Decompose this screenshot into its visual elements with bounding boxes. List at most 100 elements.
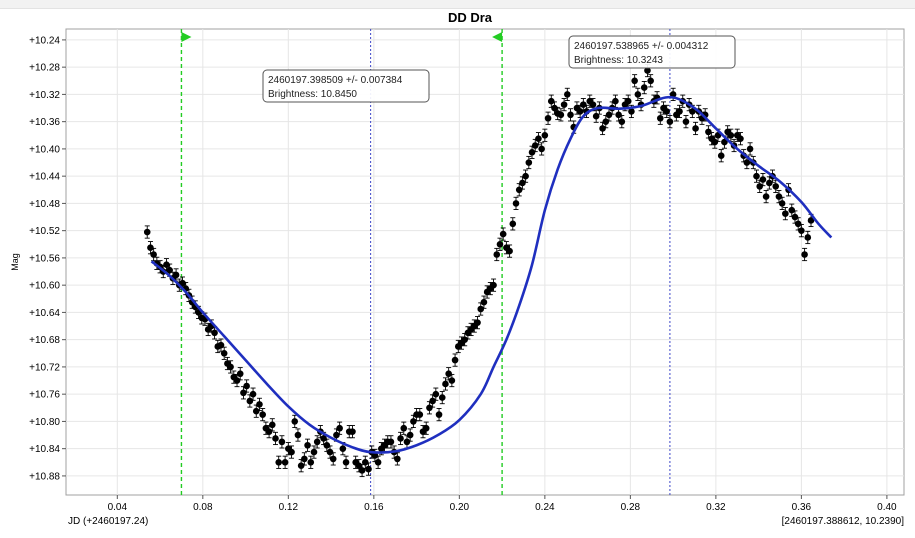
data-point [307, 458, 315, 466]
grid-lines [66, 29, 904, 495]
fit-curve-line [150, 95, 833, 454]
y-tick-label: +10.36 [29, 117, 60, 128]
data-point [615, 111, 622, 119]
data-point [599, 125, 606, 132]
data-point [756, 183, 764, 190]
data-point [538, 145, 545, 153]
data-point [602, 118, 610, 125]
x-tick-label: 0.16 [364, 502, 384, 513]
data-point [634, 91, 642, 98]
data-point [656, 114, 664, 122]
data-point [557, 111, 565, 119]
top-toolbar-strip [0, 0, 915, 9]
data-point [512, 200, 520, 207]
data-point [727, 131, 735, 139]
data-point [798, 227, 805, 234]
data-point [147, 244, 154, 251]
data-point [374, 458, 382, 466]
y-tick-label: +10.52 [29, 226, 60, 237]
data-point [743, 159, 751, 166]
data-point [240, 389, 247, 397]
data-point [663, 108, 671, 115]
data-point [759, 176, 767, 183]
data-point [281, 458, 289, 466]
data-point [310, 448, 318, 456]
data-point [804, 234, 812, 241]
data-point [705, 128, 712, 136]
x-tick-label: 0.32 [706, 502, 726, 513]
data-point [515, 186, 523, 194]
extrema-annotations: 2460197.398509 +/- 0.007384 Brightness: 1… [262, 35, 736, 103]
data-point [801, 251, 808, 258]
x-tick-label: 0.20 [450, 502, 470, 513]
data-point [541, 131, 549, 139]
data-point [422, 424, 430, 432]
y-tick-label: +10.84 [29, 444, 60, 455]
data-point [143, 228, 151, 236]
data-point [268, 421, 276, 429]
data-point [480, 298, 488, 306]
data-point [349, 428, 356, 435]
data-point [249, 390, 257, 398]
data-point [782, 210, 789, 217]
data-point [567, 111, 574, 119]
data-point [371, 452, 379, 459]
data-point [403, 438, 411, 446]
data-point [794, 220, 802, 228]
cursor-readout: [2460197.388612, 10.2390] [782, 516, 905, 527]
data-point [252, 407, 260, 415]
data-point [772, 183, 780, 190]
data-point [506, 247, 513, 255]
data-point [301, 455, 308, 463]
data-point [509, 220, 517, 228]
window-marker-flag[interactable] [181, 32, 192, 42]
x-tick-label: 0.12 [279, 502, 299, 513]
data-point [336, 424, 343, 432]
data-point [631, 77, 638, 85]
data-point [416, 411, 424, 418]
data-point [387, 438, 395, 446]
data-point [448, 377, 456, 384]
plot-area[interactable] [65, 28, 905, 496]
data-point [397, 435, 404, 442]
annotation-line1: 2460197.398509 +/- 0.007384 [268, 75, 403, 86]
data-point [477, 305, 485, 313]
data-point [435, 411, 443, 418]
data-point [644, 67, 651, 74]
data-point [564, 91, 571, 98]
data-point [778, 200, 786, 207]
data-point [647, 77, 654, 85]
data-point [320, 435, 327, 442]
data-point [737, 135, 744, 142]
y-tick-label: +10.56 [29, 253, 60, 264]
data-point [297, 462, 305, 470]
y-axis-ticks: +10.24 +10.28 +10.32 +10.36 +10.40 +10.44 +10.… [29, 35, 66, 482]
data-point [624, 97, 632, 105]
data-point [163, 261, 170, 269]
x-axis-ticks: 0.04 0.08 0.12 0.16 0.20 0.24 0.28 0.32 0.36 0.40 [108, 495, 897, 513]
data-point [689, 108, 696, 115]
data-point [326, 448, 334, 456]
data-point [243, 382, 250, 390]
data-point [365, 465, 372, 473]
data-point [451, 356, 459, 364]
data-point [445, 370, 452, 378]
data-point [807, 217, 815, 224]
data-point [313, 438, 321, 446]
data-point [172, 271, 180, 279]
data-point [394, 455, 401, 463]
y-axis-label: Mag [10, 253, 20, 271]
marker-lines [180, 29, 671, 495]
y-tick-label: +10.68 [29, 335, 60, 346]
data-point [531, 142, 539, 149]
data-point [150, 251, 157, 258]
y-tick-label: +10.24 [29, 35, 60, 46]
data-point [220, 349, 228, 357]
data-point [278, 438, 286, 446]
window-marker-flag[interactable] [492, 32, 503, 42]
data-point [753, 172, 760, 180]
x-tick-label: 0.40 [877, 502, 897, 513]
data-point [333, 431, 340, 439]
